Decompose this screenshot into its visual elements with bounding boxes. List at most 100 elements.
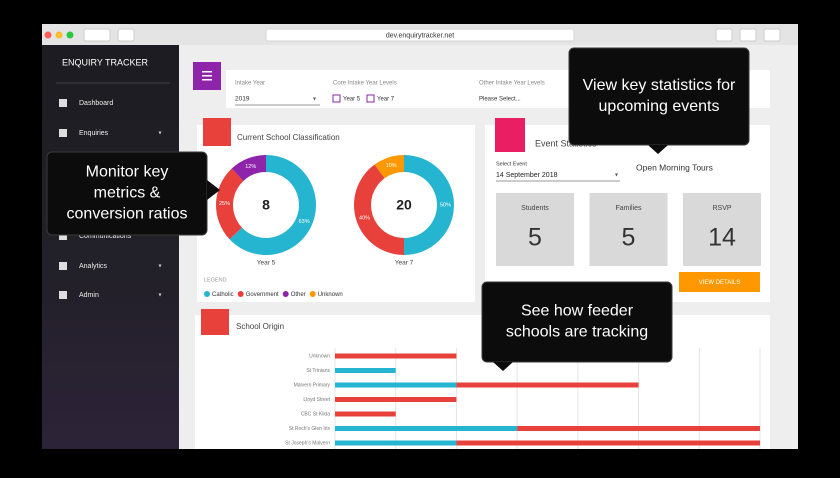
legend-swatch xyxy=(282,291,289,297)
select[interactable]: 14 September 2018 xyxy=(496,172,558,179)
card-icon xyxy=(201,309,229,335)
bar-segment xyxy=(335,382,457,388)
card-icon xyxy=(203,118,231,146)
callout xyxy=(568,47,750,146)
nav-buttons[interactable] xyxy=(83,28,111,42)
select[interactable]: 2019 xyxy=(235,96,250,103)
icon xyxy=(202,71,212,73)
donut-segment xyxy=(354,164,404,255)
bar-segment xyxy=(335,440,457,446)
callout-text: See how feeder schools are tracking xyxy=(506,303,648,341)
bar-segment xyxy=(335,397,457,402)
checkbox[interactable] xyxy=(332,94,341,103)
legend-label: Government xyxy=(246,292,279,298)
donut-label: Year 7 xyxy=(395,260,414,267)
caret: ▾ xyxy=(158,293,161,299)
close[interactable] xyxy=(44,31,52,39)
nav-item[interactable]: Enquiries xyxy=(79,130,109,137)
segment-label: 40% xyxy=(359,215,370,221)
nav-item[interactable]: Dashboard xyxy=(79,100,113,107)
callout-text: View key statistics for upcoming events xyxy=(583,77,736,115)
maximize[interactable] xyxy=(66,31,74,39)
stat-label: Students xyxy=(521,205,549,212)
icon xyxy=(202,75,212,77)
card-title: Current School Classification xyxy=(237,133,340,142)
category-label: Lloyd Street xyxy=(303,397,330,403)
tabs[interactable] xyxy=(763,28,781,42)
stat-value: 5 xyxy=(528,224,542,252)
legend-label: Catholic xyxy=(212,292,234,298)
button-label: VIEW DETAILS xyxy=(699,280,741,286)
icon xyxy=(202,79,212,81)
brand: ENQUIRY TRACKER xyxy=(62,57,149,67)
caret: ▾ xyxy=(615,173,618,179)
card-icon xyxy=(495,118,525,152)
download[interactable] xyxy=(715,28,733,42)
stat-tile xyxy=(589,193,668,266)
nav-item[interactable]: Analytics xyxy=(79,263,108,270)
legend-swatch xyxy=(237,291,244,297)
legend-label: Unknown xyxy=(318,292,343,298)
donut-label: Year 5 xyxy=(257,260,276,267)
category-label: St Roch's Glen Iris xyxy=(289,426,331,432)
dynamic: Dashboard Enquiries Communications Analytic… xyxy=(59,94,761,449)
category-label: Unknown xyxy=(309,353,330,359)
minimize[interactable] xyxy=(55,31,63,39)
segment-label: 63% xyxy=(299,219,310,225)
donut-segment xyxy=(216,168,244,240)
category-label: CBC St Kilda xyxy=(301,411,330,417)
donut-segment xyxy=(404,155,454,255)
label: Intake Year xyxy=(235,81,265,87)
card xyxy=(197,125,475,302)
url-bar[interactable] xyxy=(265,28,575,42)
caret: ▾ xyxy=(158,264,161,270)
nav-icon xyxy=(59,232,67,240)
bar-segment xyxy=(335,368,396,373)
callouts: Monitor key metrics & conversion ratios Vie… xyxy=(46,47,750,371)
event-name: Open Morning Tours xyxy=(636,162,713,172)
stat-tile xyxy=(683,193,761,266)
bar-segment xyxy=(456,440,760,446)
legend-swatch xyxy=(309,291,316,297)
callout-text: Monitor key metrics & conversion ratios xyxy=(67,164,188,223)
segment-label: 25% xyxy=(219,201,230,207)
placeholder[interactable]: Please Select... xyxy=(479,97,521,103)
callout xyxy=(481,281,673,363)
card-title: Event Statistics xyxy=(535,138,597,148)
caret: ▾ xyxy=(313,97,316,103)
sidebar-toggle[interactable] xyxy=(117,28,135,42)
segment-label: 10% xyxy=(386,163,397,169)
callout-arrow xyxy=(648,145,668,154)
nav-item[interactable]: Communications xyxy=(79,233,132,240)
sidebar xyxy=(42,45,179,449)
nav-icon xyxy=(59,99,67,107)
legend-label: Other xyxy=(291,292,306,298)
stat-tile xyxy=(496,193,574,266)
checkbox[interactable] xyxy=(366,94,375,103)
bar-segment xyxy=(335,426,518,431)
segment-label: 12% xyxy=(245,164,256,170)
nav-icon xyxy=(59,129,67,137)
share[interactable] xyxy=(739,28,757,42)
nav-item[interactable]: Admin xyxy=(79,292,99,299)
url: dev.enquirytracker.net xyxy=(386,32,454,39)
stat-value: 14 xyxy=(708,224,736,252)
checkbox-label: Year 7 xyxy=(377,97,395,103)
legend-swatch xyxy=(204,291,210,297)
stat-value: 5 xyxy=(622,224,636,252)
donut-segment xyxy=(231,155,266,181)
label: Select Event xyxy=(496,161,527,167)
stat-label: RSVP xyxy=(712,205,731,212)
nav-icon xyxy=(59,262,67,270)
donut-segment xyxy=(374,155,404,179)
segment-label: 50% xyxy=(440,202,451,208)
callout-arrow xyxy=(493,362,513,371)
donut-segment xyxy=(229,155,317,255)
view-details-button[interactable] xyxy=(679,272,760,292)
callout-arrow xyxy=(207,180,220,200)
legend-title: LEGEND xyxy=(204,277,227,283)
bar-segment xyxy=(517,426,760,431)
checkbox-label: Year 5 xyxy=(343,97,361,103)
